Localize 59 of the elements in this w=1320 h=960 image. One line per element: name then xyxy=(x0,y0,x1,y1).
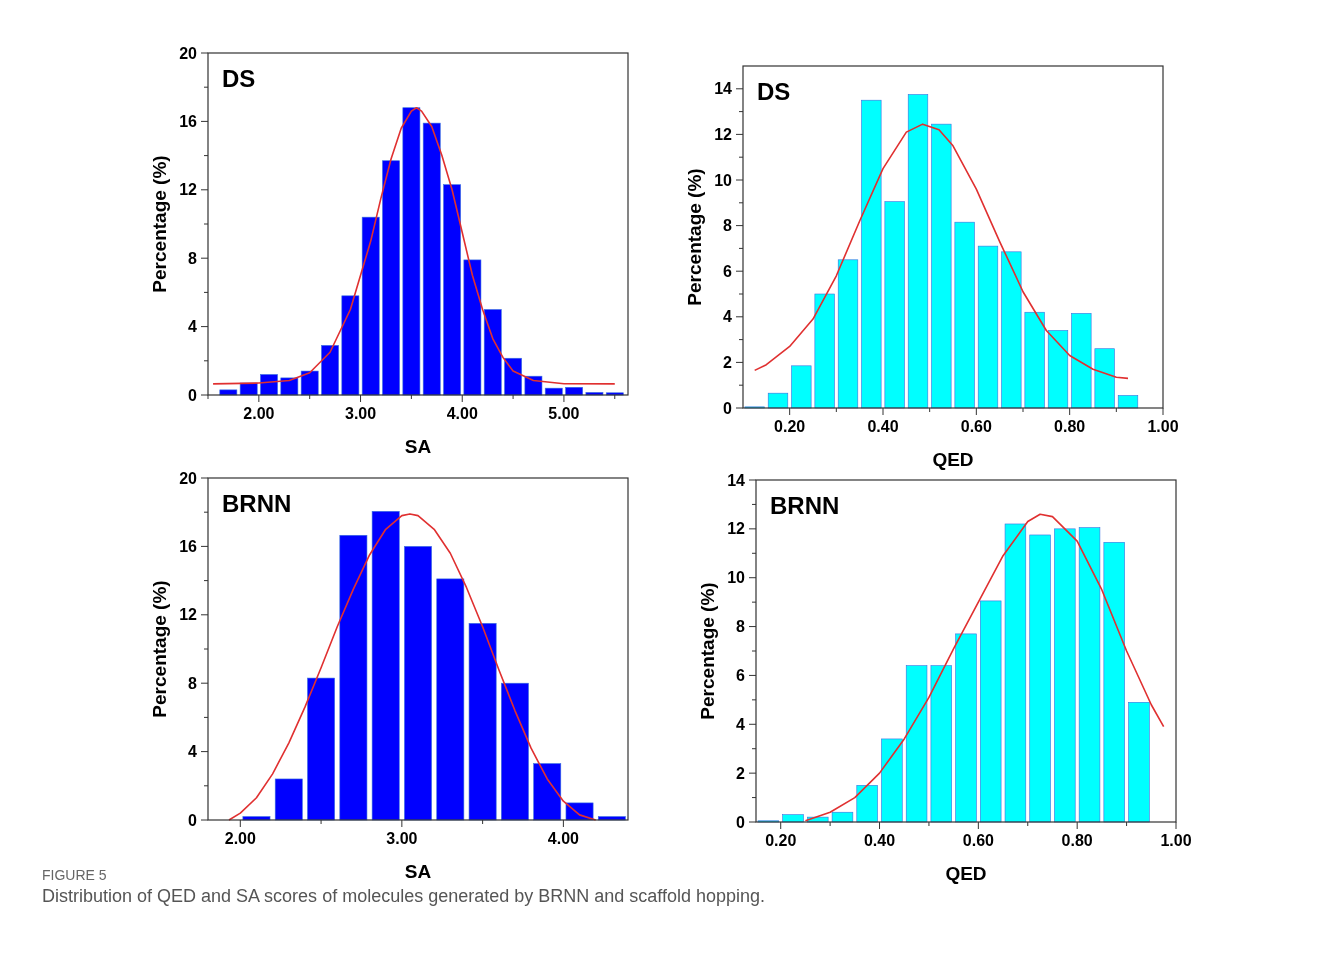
y-tick-label: 6 xyxy=(723,262,733,280)
y-tick-label: 12 xyxy=(179,181,198,199)
x-axis-title: SA xyxy=(404,436,432,457)
x-tick-label: 4.00 xyxy=(547,830,580,847)
y-tick-label: 4 xyxy=(723,308,733,326)
y-tick-label: 14 xyxy=(727,471,746,489)
x-tick-label: 3.00 xyxy=(386,830,418,847)
text: DS xyxy=(222,65,256,92)
y-tick-label: 8 xyxy=(188,674,198,692)
y-tick-label: 12 xyxy=(179,606,198,624)
caption: FIGURE 5 xyxy=(42,867,107,883)
y-tick-label: 20 xyxy=(179,44,198,62)
y-tick-label: 0 xyxy=(723,399,733,417)
x-tick-label: 5.00 xyxy=(548,405,580,422)
y-tick-label: 0 xyxy=(188,811,198,829)
x-tick-label: 1.00 xyxy=(1147,418,1179,435)
x-tick-label: 0.60 xyxy=(960,418,993,435)
y-tick-label: 2 xyxy=(723,354,733,371)
y-tick-label: 12 xyxy=(727,520,746,538)
x-tick-label: 3.00 xyxy=(344,405,377,422)
x-tick-label: 0.40 xyxy=(867,418,899,435)
x-tick-label: 2.00 xyxy=(224,830,256,847)
y-tick-label: 4 xyxy=(736,715,746,733)
x-tick-label: 0.20 xyxy=(765,832,797,849)
x-axis-title: SA xyxy=(404,861,432,882)
x-tick-label: 1.00 xyxy=(1160,832,1192,849)
y-tick-label: 8 xyxy=(188,249,198,267)
x-tick-label: 0.40 xyxy=(863,832,896,849)
x-tick-label: 0.80 xyxy=(1061,832,1093,849)
y-tick-label: 10 xyxy=(714,171,733,189)
y-tick-label: 0 xyxy=(188,386,198,404)
y-tick-label: 16 xyxy=(179,538,198,555)
y-tick-label: 8 xyxy=(723,217,733,235)
x-tick-label: 0.80 xyxy=(1054,418,1086,435)
y-axis-title: Percentage (%) xyxy=(697,582,718,720)
y-tick-label: 2 xyxy=(736,764,746,782)
y-tick-label: 4 xyxy=(188,743,198,761)
text: BRNN xyxy=(222,490,292,517)
y-axis-title: Percentage (%) xyxy=(149,155,170,293)
x-tick-label: 4.00 xyxy=(446,405,478,422)
y-axis-title: Percentage (%) xyxy=(149,580,170,718)
y-tick-label: 0 xyxy=(736,813,746,831)
y-tick-label: 4 xyxy=(188,318,198,336)
y-axis-title: Percentage (%) xyxy=(684,168,705,306)
x-tick-label: 0.60 xyxy=(962,832,995,849)
y-tick-label: 10 xyxy=(727,569,746,587)
y-tick-label: 16 xyxy=(179,113,198,130)
x-axis-title: QED xyxy=(945,863,987,884)
x-axis-title: QED xyxy=(932,449,974,470)
text: DS xyxy=(757,78,791,105)
y-tick-label: 14 xyxy=(714,80,733,98)
y-tick-label: 8 xyxy=(736,618,746,636)
text: BRNN xyxy=(770,492,840,519)
text: Distribution of QED and SA scores of molecules generated by BRNN and scaffold hopping. xyxy=(42,886,766,906)
x-tick-label: 2.00 xyxy=(243,405,275,422)
y-tick-label: 6 xyxy=(736,667,746,685)
x-tick-label: 0.20 xyxy=(774,418,806,435)
y-tick-label: 12 xyxy=(714,126,733,143)
y-tick-label: 20 xyxy=(179,469,198,487)
